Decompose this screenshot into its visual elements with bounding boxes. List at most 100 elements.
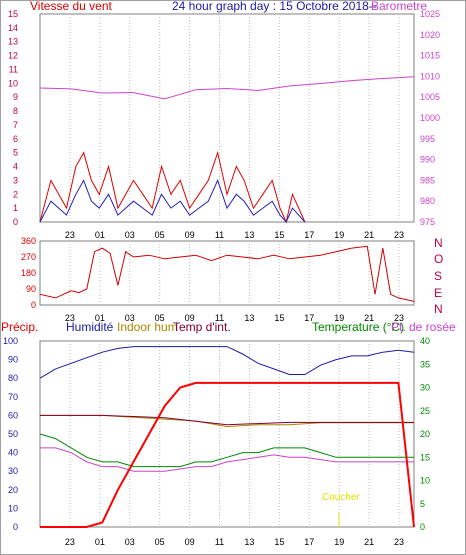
precip-hum-tick-label: 60 <box>8 410 18 420</box>
wind-speed-tick-label: 1 <box>13 203 18 213</box>
dew-point-line <box>40 447 414 472</box>
wind-average-line <box>39 179 306 223</box>
barometer-tick-label: 1000 <box>420 113 440 123</box>
x-tick-label: 13 <box>244 313 254 323</box>
wind-speed-title: Vitesse du vent <box>30 0 112 13</box>
dir-letter-n-top: N <box>434 236 443 250</box>
indoor-hum-title: Indoor hum <box>117 320 178 334</box>
temperature-tick-label: 10 <box>420 476 430 486</box>
precip-hum-tick-label: 90 <box>8 355 18 365</box>
precip-x-ticks: 23 01 03 05 09 11 13 15 17 19 21 23 <box>65 537 404 547</box>
barometer-tick-label: 1005 <box>420 92 440 102</box>
precip-hum-tick-label: 10 <box>8 503 18 513</box>
wind-speed-tick-label: 0 <box>13 217 18 227</box>
precip-hum-tick-label: 0 <box>13 522 18 532</box>
wind-speed-tick-label: 3 <box>13 175 18 185</box>
wind-speed-tick-label: 12 <box>8 51 18 61</box>
wind-speed-tick-label: 5 <box>13 148 18 158</box>
barometer-tick-label: 990 <box>420 155 435 165</box>
x-tick-label: 09 <box>185 313 195 323</box>
x-tick-label: 23 <box>65 313 75 323</box>
dir-letter-s: S <box>434 269 443 283</box>
x-tick-label: 09 <box>185 537 195 547</box>
temperature-axis: 0 5 10 15 20 25 30 35 40 <box>420 336 430 532</box>
precip-hum-tick-label: 20 <box>8 485 18 495</box>
x-tick-label: 19 <box>334 313 344 323</box>
precip-line <box>40 381 415 528</box>
x-tick-label: 01 <box>95 230 105 240</box>
wind-speed-tick-label: 8 <box>13 106 18 116</box>
direction-tick-label: 360 <box>21 236 36 246</box>
precip-hum-tick-label: 100 <box>3 336 18 346</box>
wind-baro-x-ticks: 23 01 03 05 09 11 13 15 17 19 21 23 <box>65 230 404 240</box>
indoor-temp-title: Temp d'int. <box>173 320 231 334</box>
wind-speed-tick-label: 15 <box>8 9 18 19</box>
x-tick-label: 11 <box>215 313 224 323</box>
precip-series <box>39 346 415 528</box>
x-tick-label: 11 <box>215 230 224 240</box>
x-tick-label: 05 <box>155 313 165 323</box>
barometer-title: Barometre <box>371 0 428 13</box>
wind-gust-line <box>39 150 306 224</box>
wind-speed-tick-label: 4 <box>13 162 18 172</box>
temperature-tick-label: 35 <box>420 359 430 369</box>
x-tick-label: 05 <box>155 230 165 240</box>
wind-baro-series <box>39 76 415 224</box>
indoor-temp-line <box>40 414 414 426</box>
direction-tick-label: 180 <box>21 268 36 278</box>
precip-hum-tick-label: 50 <box>8 429 18 439</box>
wind-speed-tick-label: 6 <box>13 134 18 144</box>
temperature-tick-label: 30 <box>420 383 430 393</box>
barometer-axis: 975 980 985 990 995 1000 1005 1010 1015 1020 1025 <box>420 9 440 227</box>
wind-speed-tick-label: 13 <box>8 37 18 47</box>
x-tick-label: 19 <box>334 230 344 240</box>
x-tick-label: 09 <box>185 230 195 240</box>
direction-line <box>39 245 415 302</box>
x-tick-label: 11 <box>215 537 224 547</box>
x-tick-label: 23 <box>394 313 404 323</box>
x-tick-label: 23 <box>394 230 404 240</box>
temperature-tick-label: 15 <box>420 452 430 462</box>
barometer-tick-label: 975 <box>420 217 435 227</box>
barometer-tick-label: 980 <box>420 196 435 206</box>
x-tick-label: 17 <box>304 537 314 547</box>
x-tick-label: 15 <box>274 230 284 240</box>
x-tick-label: 05 <box>155 537 165 547</box>
x-tick-label: 21 <box>364 313 374 323</box>
direction-series <box>39 245 415 302</box>
x-tick-label: 17 <box>304 230 314 240</box>
precip-title: Précip. <box>1 320 39 334</box>
temperature-tick-label: 40 <box>420 336 430 346</box>
x-tick-label: 21 <box>364 230 374 240</box>
direction-axis: 0 90 180 270 360 <box>21 236 36 310</box>
x-tick-label: 15 <box>274 537 284 547</box>
dir-letter-e: E <box>434 286 443 300</box>
temperature-tick-label: 25 <box>420 406 430 416</box>
temperature-tick-label: 0 <box>420 522 425 532</box>
wind-speed-tick-label: 14 <box>8 23 18 33</box>
dir-letter-n-bottom: N <box>434 302 443 316</box>
direction-tick-label: 270 <box>21 252 36 262</box>
x-tick-label: 19 <box>334 537 344 547</box>
x-tick-label: 17 <box>304 313 314 323</box>
x-tick-label: 15 <box>274 313 284 323</box>
x-tick-label: 13 <box>244 230 254 240</box>
wind-speed-tick-label: 7 <box>13 120 18 130</box>
x-tick-label: 13 <box>244 537 254 547</box>
direction-x-ticks: 23 01 03 05 09 11 13 15 17 19 21 23 <box>65 313 404 323</box>
barometer-tick-label: 995 <box>420 134 435 144</box>
humidity-title: Humidité <box>66 320 114 334</box>
barometer-tick-label: 985 <box>420 175 435 185</box>
precip-hum-axis: 0 10 20 30 40 50 60 70 80 90 100 <box>3 336 18 532</box>
x-tick-label: 23 <box>65 230 75 240</box>
barometer-tick-label: 1010 <box>420 71 440 81</box>
barometer-tick-label: 1015 <box>420 51 440 61</box>
precip-hum-tick-label: 80 <box>8 373 18 383</box>
x-tick-label: 23 <box>394 537 404 547</box>
x-tick-label: 01 <box>95 537 105 547</box>
direction-tick-label: 0 <box>31 300 36 310</box>
